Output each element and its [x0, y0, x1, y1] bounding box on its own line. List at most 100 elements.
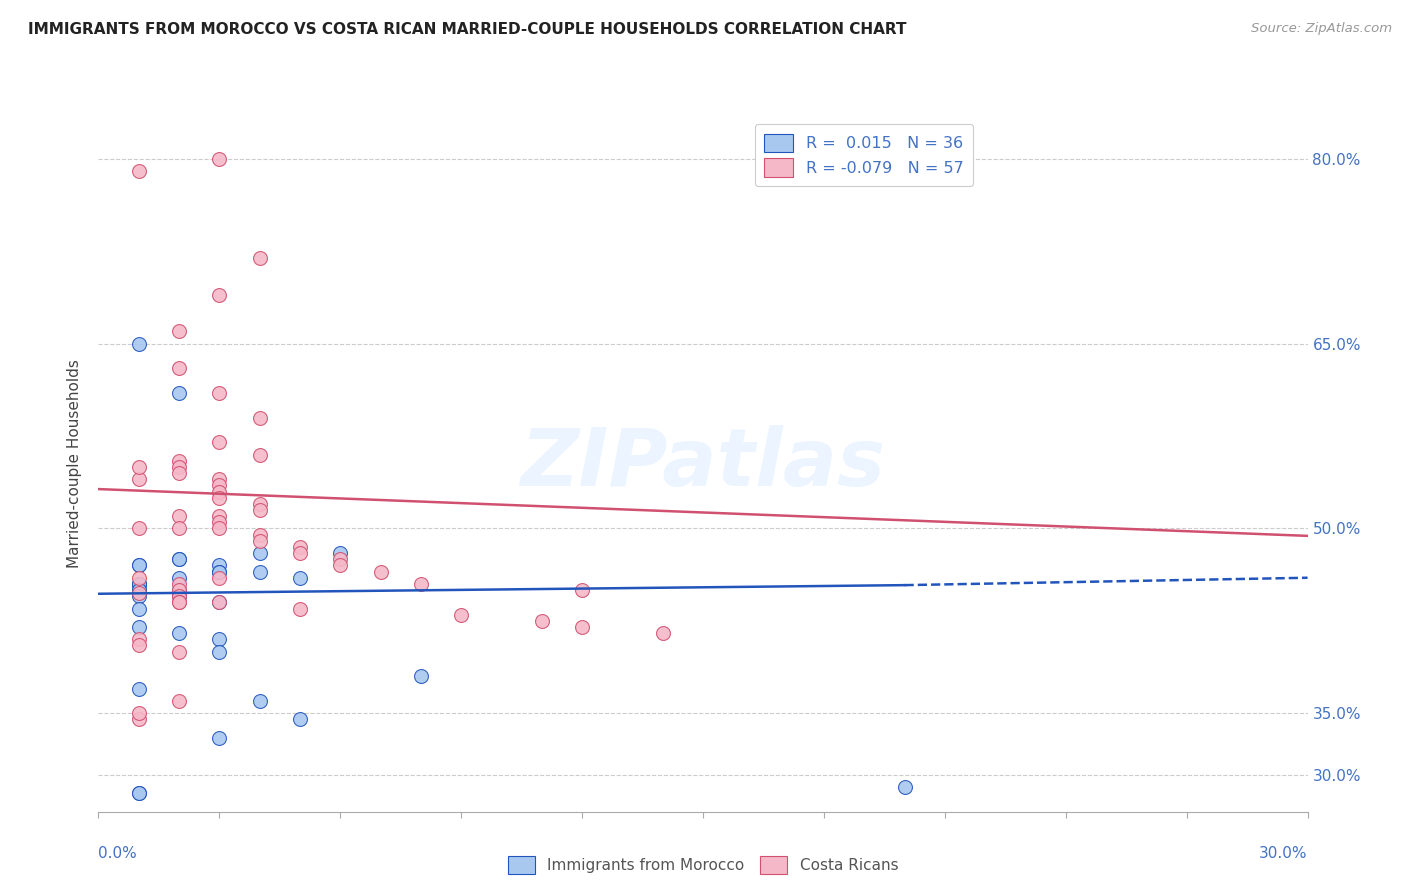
- Text: IMMIGRANTS FROM MOROCCO VS COSTA RICAN MARRIED-COUPLE HOUSEHOLDS CORRELATION CHA: IMMIGRANTS FROM MOROCCO VS COSTA RICAN M…: [28, 22, 907, 37]
- Point: [208, 645, 231, 659]
- Point: [208, 565, 231, 579]
- Point: [409, 577, 432, 591]
- Point: [128, 459, 150, 474]
- Point: [249, 497, 271, 511]
- Point: [208, 595, 231, 609]
- Text: 30.0%: 30.0%: [1260, 847, 1308, 861]
- Point: [128, 577, 150, 591]
- Point: [288, 601, 311, 615]
- Point: [128, 632, 150, 647]
- Point: [249, 503, 271, 517]
- Point: [249, 527, 271, 541]
- Point: [571, 620, 593, 634]
- Point: [128, 786, 150, 800]
- Point: [167, 386, 190, 401]
- Point: [167, 361, 190, 376]
- Point: [128, 620, 150, 634]
- Point: [167, 583, 190, 598]
- Text: ZIPatlas: ZIPatlas: [520, 425, 886, 503]
- Point: [208, 521, 231, 535]
- Point: [208, 386, 231, 401]
- Point: [288, 546, 311, 560]
- Point: [128, 601, 150, 615]
- Point: [167, 589, 190, 603]
- Point: [167, 459, 190, 474]
- Point: [167, 645, 190, 659]
- Point: [167, 552, 190, 566]
- Point: [128, 164, 150, 178]
- Point: [249, 565, 271, 579]
- Point: [167, 626, 190, 640]
- Point: [167, 583, 190, 598]
- Point: [249, 546, 271, 560]
- Point: [249, 448, 271, 462]
- Point: [208, 478, 231, 492]
- Point: [208, 491, 231, 505]
- Point: [167, 571, 190, 585]
- Point: [128, 639, 150, 653]
- Point: [208, 472, 231, 486]
- Point: [329, 546, 352, 560]
- Point: [571, 583, 593, 598]
- Point: [208, 287, 231, 301]
- Point: [208, 632, 231, 647]
- Point: [167, 595, 190, 609]
- Point: [249, 251, 271, 265]
- Point: [329, 552, 352, 566]
- Legend: Immigrants from Morocco, Costa Ricans: Immigrants from Morocco, Costa Ricans: [502, 850, 904, 880]
- Point: [128, 336, 150, 351]
- Point: [128, 786, 150, 800]
- Text: Source: ZipAtlas.com: Source: ZipAtlas.com: [1251, 22, 1392, 36]
- Point: [128, 571, 150, 585]
- Point: [128, 577, 150, 591]
- Text: 0.0%: 0.0%: [98, 847, 138, 861]
- Point: [208, 484, 231, 499]
- Point: [128, 589, 150, 603]
- Point: [530, 614, 553, 628]
- Point: [288, 712, 311, 726]
- Point: [167, 595, 190, 609]
- Point: [128, 472, 150, 486]
- Point: [208, 595, 231, 609]
- Point: [249, 410, 271, 425]
- Point: [208, 435, 231, 450]
- Point: [128, 706, 150, 721]
- Point: [167, 552, 190, 566]
- Point: [409, 669, 432, 683]
- Point: [288, 540, 311, 554]
- Point: [208, 565, 231, 579]
- Point: [208, 516, 231, 530]
- Point: [167, 509, 190, 524]
- Point: [167, 454, 190, 468]
- Point: [167, 325, 190, 339]
- Point: [651, 626, 673, 640]
- Point: [128, 712, 150, 726]
- Point: [208, 152, 231, 166]
- Point: [128, 577, 150, 591]
- Point: [128, 521, 150, 535]
- Point: [167, 589, 190, 603]
- Point: [249, 694, 271, 708]
- Point: [208, 509, 231, 524]
- Point: [167, 521, 190, 535]
- Point: [893, 780, 915, 794]
- Point: [128, 558, 150, 573]
- Point: [208, 731, 231, 745]
- Point: [167, 577, 190, 591]
- Point: [167, 694, 190, 708]
- Point: [249, 533, 271, 548]
- Legend: R =  0.015   N = 36, R = -0.079   N = 57: R = 0.015 N = 36, R = -0.079 N = 57: [755, 124, 973, 186]
- Y-axis label: Married-couple Households: Married-couple Households: [67, 359, 83, 568]
- Point: [167, 466, 190, 480]
- Point: [128, 583, 150, 598]
- Point: [208, 571, 231, 585]
- Point: [128, 681, 150, 696]
- Point: [370, 565, 392, 579]
- Point: [329, 558, 352, 573]
- Point: [288, 571, 311, 585]
- Point: [128, 558, 150, 573]
- Point: [450, 607, 472, 622]
- Point: [128, 583, 150, 598]
- Point: [128, 585, 150, 599]
- Point: [208, 558, 231, 573]
